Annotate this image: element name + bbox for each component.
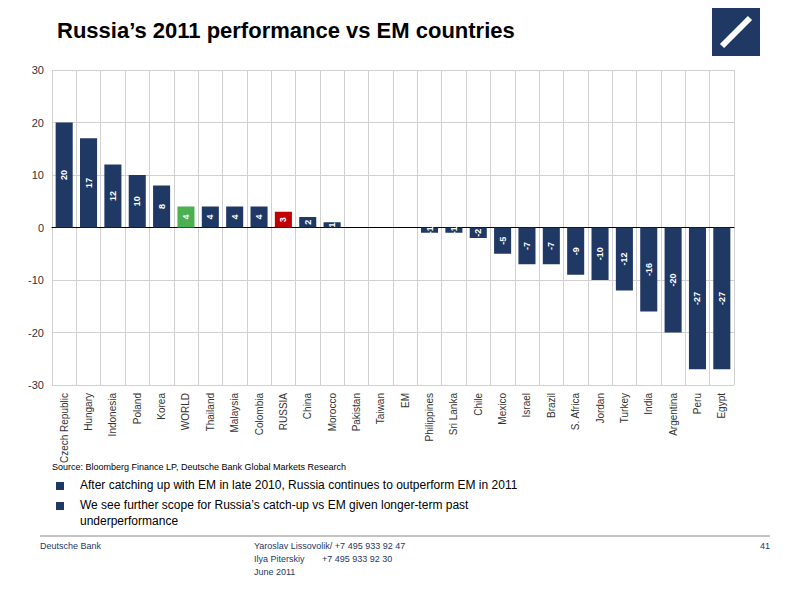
svg-text:Pakistan: Pakistan <box>351 393 362 431</box>
svg-text:Taiwan: Taiwan <box>375 393 386 424</box>
svg-text:-7: -7 <box>546 242 556 250</box>
svg-text:-30: -30 <box>28 379 44 391</box>
svg-text:Czech Republic: Czech Republic <box>59 393 70 463</box>
svg-text:0: 0 <box>38 222 44 234</box>
svg-text:Yaroslav Lissovolik/ +7 495 93: Yaroslav Lissovolik/ +7 495 933 92 47 <box>254 541 405 551</box>
svg-text:-27: -27 <box>717 292 727 305</box>
svg-text:We see further scope for Russi: We see further scope for Russia’s catch-… <box>80 498 469 512</box>
svg-text:Malaysia: Malaysia <box>229 393 240 433</box>
svg-text:2: 2 <box>303 220 313 225</box>
svg-text:20: 20 <box>59 170 69 180</box>
svg-text:-10: -10 <box>595 247 605 260</box>
svg-text:-7: -7 <box>522 242 532 250</box>
svg-text:Israel: Israel <box>521 393 532 417</box>
svg-text:Egypt: Egypt <box>716 393 727 419</box>
svg-text:-20: -20 <box>668 273 678 286</box>
svg-text:-9: -9 <box>571 247 581 255</box>
svg-text:4: 4 <box>230 214 240 219</box>
svg-text:RUSSIA: RUSSIA <box>278 393 289 431</box>
svg-text:4: 4 <box>181 214 191 219</box>
svg-text:Korea: Korea <box>156 393 167 420</box>
svg-text:1: 1 <box>327 222 337 227</box>
svg-text:Chile: Chile <box>473 393 484 416</box>
svg-text:After catching up with EM in l: After catching up with EM in late 2010, … <box>80 478 518 492</box>
svg-text:-2: -2 <box>473 229 483 237</box>
svg-text:Hungary: Hungary <box>83 393 94 431</box>
svg-text:China: China <box>302 393 313 420</box>
svg-text:underperformance: underperformance <box>80 514 178 528</box>
svg-text:Peru: Peru <box>692 393 703 414</box>
svg-text:-1: -1 <box>425 226 435 234</box>
svg-text:Ilya Piterskiy +7 495 93: Ilya Piterskiy +7 495 933 92 30 <box>254 554 392 564</box>
svg-text:8: 8 <box>157 204 167 209</box>
svg-text:Morocco: Morocco <box>327 393 338 432</box>
svg-text:June 2011: June 2011 <box>254 567 295 577</box>
svg-text:Brazil: Brazil <box>546 393 557 418</box>
svg-text:India: India <box>643 393 654 415</box>
svg-text:Philippines: Philippines <box>424 393 435 441</box>
svg-text:30: 30 <box>32 64 44 76</box>
svg-text:-5: -5 <box>498 237 508 245</box>
svg-text:Mexico: Mexico <box>497 393 508 425</box>
svg-text:Jordan: Jordan <box>595 393 606 424</box>
svg-text:Colombia: Colombia <box>254 393 265 436</box>
svg-text:-1: -1 <box>449 226 459 234</box>
svg-text:Argentina: Argentina <box>668 393 679 436</box>
svg-text:-20: -20 <box>28 327 44 339</box>
svg-text:4: 4 <box>254 214 264 219</box>
svg-text:4: 4 <box>205 214 215 219</box>
svg-text:Thailand: Thailand <box>205 393 216 431</box>
svg-text:17: 17 <box>84 178 94 188</box>
svg-text:Turkey: Turkey <box>619 393 630 423</box>
svg-text:10: 10 <box>32 169 44 181</box>
svg-text:-10: -10 <box>28 274 44 286</box>
svg-text:41: 41 <box>760 541 770 551</box>
svg-text:-27: -27 <box>692 292 702 305</box>
svg-text:20: 20 <box>32 117 44 129</box>
svg-text:Russia’s 2011 performance vs E: Russia’s 2011 performance vs EM countrie… <box>57 18 515 43</box>
svg-text:Deutsche Bank: Deutsche Bank <box>40 541 102 551</box>
svg-text:Indonesia: Indonesia <box>107 393 118 437</box>
svg-text:10: 10 <box>132 196 142 206</box>
svg-text:12: 12 <box>108 191 118 201</box>
svg-text:Poland: Poland <box>132 393 143 424</box>
svg-text:Sri Lanka: Sri Lanka <box>448 393 459 436</box>
svg-text:S. Africa: S. Africa <box>570 393 581 431</box>
svg-text:3: 3 <box>278 217 288 222</box>
svg-text:WORLD: WORLD <box>180 393 191 430</box>
svg-text:EM: EM <box>400 393 411 408</box>
svg-text:-16: -16 <box>644 263 654 276</box>
svg-text:Source: Bloomberg Finance LP,: Source: Bloomberg Finance LP, Deutsche B… <box>52 462 346 472</box>
svg-text:-12: -12 <box>619 252 629 265</box>
